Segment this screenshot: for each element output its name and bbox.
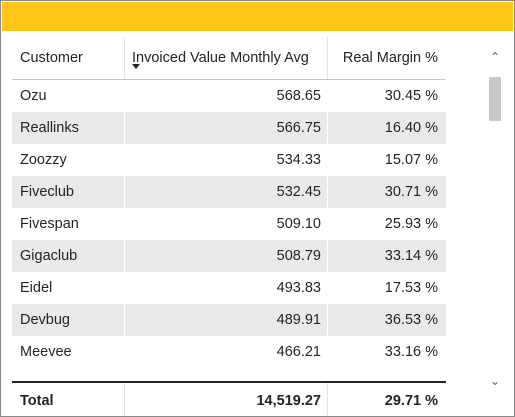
real-margin-cell: 15.07 % [327,144,446,176]
table-row[interactable]: Fivespan 509.10 25.93 % [12,208,446,240]
chevron-up-icon[interactable]: ⌃ [489,50,501,64]
table-row[interactable]: Meevee 466.21 33.16 % [12,336,446,368]
invoiced-value-cell: 509.10 [124,208,327,240]
real-margin-cell: 33.16 % [327,336,446,368]
total-real-margin: 29.71 % [327,383,446,416]
chevron-down-icon[interactable]: ⌄ [489,374,501,388]
invoiced-value-cell: 489.91 [124,304,327,336]
data-table: Customer Invoiced Value Monthly Avg Real… [12,37,446,368]
vertical-scrollbar[interactable]: ⌃ ⌄ [487,39,503,393]
sort-descending-icon[interactable] [132,64,140,69]
table-total-row: Total 14,519.27 29.71 % [12,381,446,416]
table-header-row: Customer Invoiced Value Monthly Avg Real… [12,37,446,80]
invoiced-value-cell: 532.45 [124,176,327,208]
table-row[interactable]: Fiveclub 532.45 30.71 % [12,176,446,208]
table-row[interactable]: Reallinks 566.75 16.40 % [12,112,446,144]
table-row[interactable]: Zoozzy 534.33 15.07 % [12,144,446,176]
real-margin-cell: 36.53 % [327,304,446,336]
table-row[interactable]: Devbug 489.91 36.53 % [12,304,446,336]
table-row[interactable]: Eidel 493.83 17.53 % [12,272,446,304]
invoiced-value-cell: 508.79 [124,240,327,272]
table-row[interactable]: Gigaclub 508.79 33.14 % [12,240,446,272]
total-label: Total [20,392,54,409]
invoiced-value-cell: 534.33 [124,144,327,176]
column-header-real-margin[interactable]: Real Margin % [327,37,446,79]
visual-header-bar [2,2,513,31]
customer-cell: Gigaclub [20,248,78,264]
customer-cell: Reallinks [20,120,79,136]
customer-cell: Eidel [20,280,53,296]
real-margin-cell: 16.40 % [327,112,446,144]
customer-cell: Devbug [20,312,70,328]
real-margin-cell: 30.45 % [327,80,446,112]
table-body: Ozu 568.65 30.45 % Reallinks 566.75 16.40 % Zo… [12,80,446,376]
column-header-invoiced-value[interactable]: Invoiced Value Monthly Avg [124,37,327,79]
invoiced-value-cell: 493.83 [124,272,327,304]
real-margin-cell: 17.53 % [327,272,446,304]
customer-cell: Zoozzy [20,152,67,168]
customer-cell: Meevee [20,344,72,360]
table-row[interactable]: Ozu 568.65 30.45 % [12,80,446,112]
customer-cell: Fiveclub [20,184,74,200]
column-header-customer[interactable]: Customer [20,50,83,66]
invoiced-value-cell: 466.21 [124,336,327,368]
real-margin-cell: 25.93 % [327,208,446,240]
real-margin-cell: 30.71 % [327,176,446,208]
customer-cell: Ozu [20,88,47,104]
total-invoiced-value: 14,519.27 [124,383,327,416]
invoiced-value-cell: 568.65 [124,80,327,112]
scrollbar-thumb[interactable] [489,77,501,121]
real-margin-cell: 33.14 % [327,240,446,272]
invoiced-value-cell: 566.75 [124,112,327,144]
customer-cell: Fivespan [20,216,79,232]
